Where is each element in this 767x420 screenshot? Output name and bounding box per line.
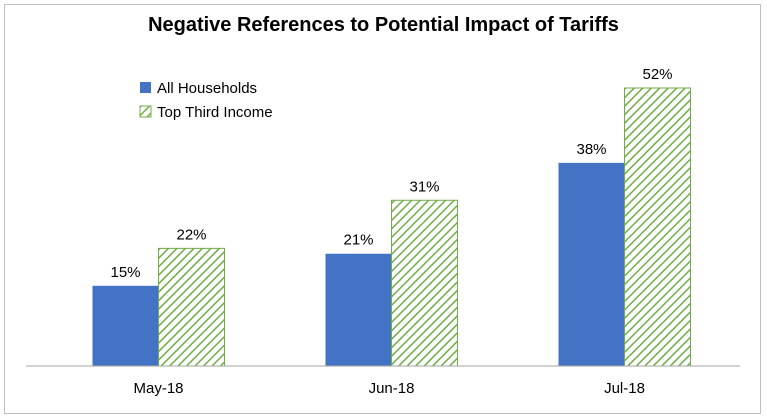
chart-title: Negative References to Potential Impact … [148, 14, 619, 36]
data-label: 31% [409, 178, 439, 195]
category-label: Jul-18 [604, 380, 645, 397]
category-label: May-18 [133, 380, 183, 397]
data-label: 21% [343, 232, 373, 249]
data-label: 22% [176, 226, 206, 243]
legend-swatch [139, 105, 152, 118]
legend: All Households Top Third Income [139, 80, 273, 121]
bar-top-third-income-jul-18 [624, 87, 691, 367]
category-label: Jun-18 [369, 380, 415, 397]
legend-label: All Households [157, 80, 257, 97]
data-label: 15% [110, 264, 140, 281]
category-labels: May-18 Jun-18 Jul-18 [133, 380, 644, 397]
bar-all-households-may-18 [92, 285, 159, 366]
data-label: 52% [642, 66, 672, 83]
bar-all-households-jun-18 [325, 253, 392, 366]
bars-group: 15% 22% 21% 31% 38% 52% [92, 66, 691, 367]
legend-label: Top Third Income [157, 104, 273, 121]
legend-swatch [140, 82, 151, 93]
bar-top-third-income-jun-18 [391, 199, 458, 367]
bar-top-third-income-may-18 [158, 247, 225, 367]
bar-all-households-jul-18 [558, 162, 625, 366]
data-label: 38% [576, 141, 606, 158]
